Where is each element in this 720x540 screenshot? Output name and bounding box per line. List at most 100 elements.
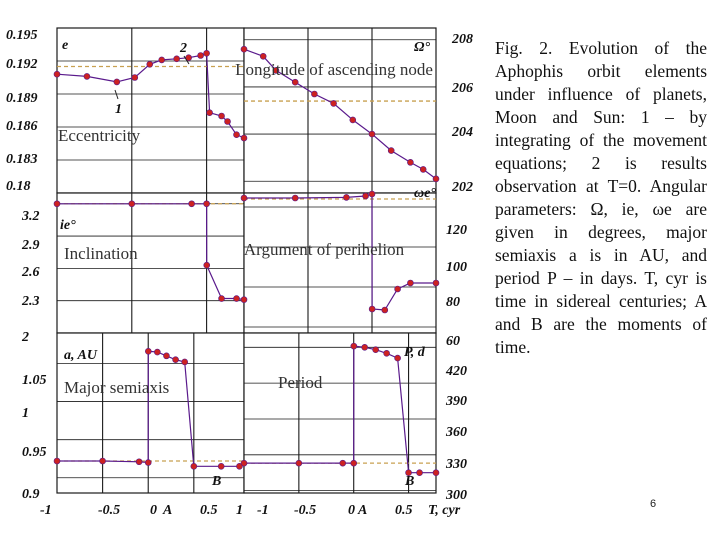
series-point: [190, 463, 198, 470]
ytick-label: 202: [451, 180, 473, 195]
ytick-label: 0.18: [6, 179, 31, 194]
ytick-label: 204: [451, 125, 473, 140]
series-line: [244, 193, 436, 311]
series-point: [343, 194, 350, 201]
series-point: [407, 279, 414, 287]
annotation-1-leader: [114, 89, 119, 100]
ytick-label: 120: [446, 223, 467, 238]
ytick-label: 0.9: [22, 487, 40, 502]
ytick-label: 0.192: [6, 57, 38, 72]
series-point: [432, 469, 440, 477]
series-point: [146, 61, 154, 68]
series-point: [53, 200, 61, 208]
frame-eccentricity: [56, 27, 245, 194]
series-point: [259, 52, 267, 60]
ytick-label: 2.3: [21, 294, 40, 309]
ytick-label: 1: [22, 406, 29, 421]
ytick-label: 100: [446, 260, 467, 275]
title-eccentricity: Eccentricity: [58, 126, 141, 145]
series-marks: [53, 45, 440, 477]
frame-argument: [243, 192, 437, 334]
series-point: [394, 285, 401, 293]
ytick-label: 2.9: [21, 238, 40, 253]
series-point: [206, 109, 213, 116]
xtick-label: 1: [236, 503, 243, 518]
xtick-label: 0: [348, 503, 355, 518]
tick-labels: 0.1950.1920.1890.1860.1830.1820820620420…: [6, 28, 473, 518]
series-point: [240, 459, 248, 467]
ytick-label: 0.195: [6, 28, 38, 43]
series-point: [128, 200, 136, 208]
ylabel-argument: ωe°: [414, 186, 436, 201]
ylabel-inclination: ie°: [60, 218, 76, 233]
title-longitude: Longitude of ascending node: [235, 60, 433, 79]
series-point: [350, 459, 358, 467]
frame-inclination: [56, 192, 245, 334]
frame-longitude: [243, 27, 437, 194]
series-point: [240, 45, 248, 53]
series-point: [203, 261, 211, 269]
ytick-label: 0.186: [6, 119, 38, 134]
series-point: [154, 348, 161, 356]
series-point: [236, 463, 243, 470]
title-argument: Argument of perihelion: [244, 240, 405, 259]
series-point: [339, 459, 347, 467]
series-point: [416, 469, 423, 477]
series-point: [291, 194, 299, 202]
series-point: [432, 175, 440, 183]
xtick-label: 0.5: [395, 503, 413, 518]
series-point: [144, 459, 152, 466]
xtick-label: -1: [257, 503, 269, 518]
xtick-label: 0.5: [200, 503, 218, 518]
moment-b-period: B: [404, 474, 414, 489]
series-point: [291, 78, 299, 86]
series-point: [99, 457, 106, 465]
ylabel-period: P, d: [404, 345, 426, 360]
series-point: [387, 147, 395, 154]
series-point: [330, 100, 337, 107]
ytick-label: 300: [445, 488, 467, 503]
series-point: [295, 459, 303, 467]
xtick-label: T, cyr: [428, 503, 461, 518]
ytick-label: 208: [451, 32, 473, 47]
series-point: [368, 130, 376, 138]
xtick-label: 0: [150, 503, 157, 518]
xtick-label: -0.5: [98, 503, 120, 518]
ytick-label: 2: [21, 330, 29, 345]
series-point: [240, 134, 248, 142]
moment-b-semiaxis: B: [211, 474, 221, 489]
series-line: [57, 350, 240, 467]
series-point: [394, 354, 401, 362]
series-point: [218, 295, 225, 302]
series-point: [361, 344, 368, 351]
ytick-label: 0.189: [6, 91, 38, 106]
ytick-label: 0.95: [22, 445, 47, 460]
xtick-label: -0.5: [294, 503, 316, 518]
series-point: [163, 352, 170, 360]
series-point: [419, 166, 427, 173]
series-point: [203, 200, 210, 208]
series-point: [368, 190, 376, 198]
series-point: [233, 131, 240, 138]
ylabel-semiaxis: a, AU: [64, 348, 98, 363]
series-point: [362, 192, 369, 200]
ytick-label: 360: [445, 425, 467, 440]
title-semiaxis: Major semiaxis: [64, 378, 169, 397]
xtick-label: -1: [40, 503, 52, 518]
series-point: [188, 200, 195, 208]
title-period: Period: [278, 373, 323, 392]
moment-a-label: A: [357, 503, 367, 518]
series-point: [224, 118, 231, 125]
series-point: [173, 55, 180, 63]
series-point: [181, 358, 189, 366]
series-point: [381, 306, 389, 314]
series-point: [407, 159, 414, 166]
ytick-label: 0.183: [6, 152, 38, 167]
series-point: [272, 67, 280, 74]
ytick-label: 60: [446, 334, 460, 349]
moment-a-label: A: [162, 503, 172, 518]
ytick-label: 2.6: [21, 265, 40, 280]
series-point: [217, 463, 225, 470]
frame-period: [243, 332, 437, 494]
ytick-label: 390: [445, 394, 467, 409]
